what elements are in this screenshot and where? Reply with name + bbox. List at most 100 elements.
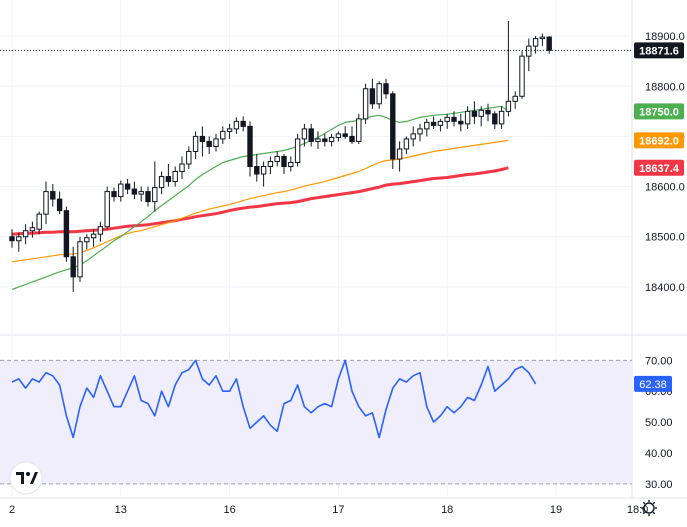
price-axis-tick-label: 18800.0	[645, 81, 685, 93]
candle-body	[199, 135, 206, 142]
moving-average-price-tag: 18692.0	[634, 132, 684, 149]
moving-average-line	[11, 139, 509, 263]
candle-body	[546, 36, 552, 51]
oscillator-band-fill	[0, 360, 632, 484]
candle-body	[29, 227, 36, 232]
moving-average-price-tag-bg	[634, 159, 684, 176]
moving-average-price-tag-bg	[634, 132, 684, 149]
candle-body	[233, 120, 240, 130]
oscillator-axis-tick-label: 50.00	[645, 417, 673, 429]
candle-body	[254, 166, 260, 175]
candle-body	[376, 83, 382, 105]
candle-body	[532, 38, 539, 47]
candle-body	[417, 128, 423, 135]
settings-icon[interactable]	[641, 500, 657, 516]
candle-body	[179, 163, 185, 173]
candle-body	[111, 191, 117, 198]
price-axis-tick-label: 18600.0	[645, 182, 685, 194]
price-axis-tick-label: 18500.0	[645, 232, 685, 244]
candle-body	[383, 83, 389, 95]
candle-body	[451, 116, 457, 122]
candle-body	[138, 191, 144, 195]
candle-body	[328, 136, 335, 142]
candle-body	[458, 120, 464, 125]
candle-body	[43, 191, 49, 215]
candle-body	[464, 110, 471, 125]
candle-body	[63, 210, 70, 258]
candle-body	[104, 191, 110, 228]
candle-body	[492, 113, 498, 125]
candle-body	[498, 110, 505, 125]
candle-body	[213, 138, 219, 147]
candle-body	[342, 133, 348, 137]
oscillator-axis-tick-label: 40.00	[645, 448, 673, 460]
oscillator-axis-tick-label: 30.00	[645, 479, 673, 491]
candle-body	[315, 138, 321, 142]
time-axis-tick-label: 19	[550, 504, 562, 516]
candle-body	[369, 88, 376, 105]
candle-body	[22, 230, 29, 238]
time-axis-tick-label: 17	[332, 504, 344, 516]
time-axis-tick-label: 18	[441, 504, 453, 516]
moving-average-price-tag-text: 18637.4	[639, 163, 680, 175]
candle-body	[186, 150, 192, 165]
candle-body	[294, 138, 301, 163]
time-axis-tick-label: 2	[9, 504, 15, 516]
candle-body	[192, 135, 199, 152]
candle-body	[349, 135, 355, 142]
candle-body	[260, 166, 267, 175]
current-price-tag-bg	[634, 42, 684, 59]
candle-body	[97, 226, 104, 235]
moving-average-price-tag-bg	[634, 103, 684, 120]
oscillator-value-tag-bg	[634, 375, 672, 392]
candle-body	[430, 121, 437, 126]
candle-body	[512, 95, 518, 102]
candle-body	[118, 183, 124, 198]
candle-body	[424, 121, 430, 130]
candle-body	[172, 171, 178, 183]
candle-body	[403, 138, 410, 150]
candle-body	[165, 176, 172, 183]
candle-body	[437, 120, 444, 126]
time-axis-tick-label: 16	[223, 504, 235, 516]
oscillator-value-tag-text: 62.38	[639, 379, 667, 391]
candle-body	[145, 191, 151, 203]
moving-average-price-tag-text: 18750.0	[639, 106, 679, 118]
candle-body	[77, 241, 83, 278]
candle-body	[267, 160, 274, 168]
time-axis-tick-label: 18:0	[627, 504, 648, 516]
candle-body	[519, 55, 525, 97]
candle-body	[90, 233, 97, 239]
candle-body	[322, 138, 328, 142]
candle-body	[56, 198, 63, 212]
price-axis-tick-label: 18400.0	[645, 282, 685, 294]
candle-body	[410, 133, 416, 140]
candle-body	[16, 236, 22, 242]
candle-body	[206, 140, 212, 147]
candle-body	[356, 118, 362, 142]
current-price-tag: 18871.6	[634, 42, 684, 59]
candle-body	[124, 183, 131, 190]
current-price-tag-text: 18871.6	[639, 45, 679, 57]
candle-body	[301, 128, 308, 140]
candle-body	[226, 128, 233, 132]
moving-average-line	[11, 166, 509, 236]
moving-average-price-tag: 18637.4	[634, 159, 684, 176]
oscillator-value-tag: 62.38	[634, 375, 672, 392]
candle-body	[396, 148, 403, 160]
candle-body	[478, 109, 484, 117]
moving-average-line	[11, 105, 509, 290]
price-axis-tick-label: 18900.0	[645, 31, 685, 43]
candle-body	[335, 133, 342, 138]
watermark-logo	[9, 461, 43, 495]
candle-body	[390, 93, 396, 160]
candle-body	[131, 188, 138, 195]
candle-body	[288, 161, 294, 168]
time-axis-tick-label: 13	[115, 504, 127, 516]
oscillator-axis-tick-label: 70.00	[645, 355, 673, 367]
candle-body	[9, 236, 15, 242]
candle-body	[485, 109, 491, 115]
candle-body	[247, 125, 253, 168]
